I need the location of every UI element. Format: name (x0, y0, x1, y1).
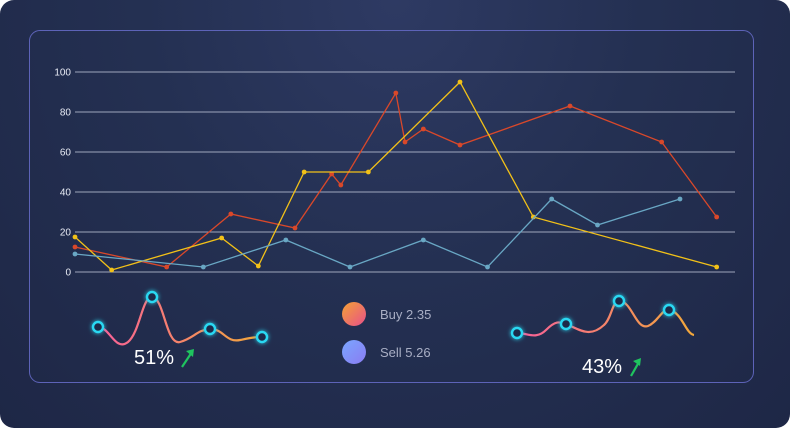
sparkline-left-curve (97, 295, 263, 346)
series-point (301, 169, 307, 175)
series-point (420, 237, 426, 243)
series-point (283, 237, 289, 243)
trend-up-arrow-icon (181, 349, 194, 368)
series-point (72, 251, 78, 257)
series-point (714, 214, 720, 220)
legend-item-sell: Sell 5.26 (342, 340, 431, 364)
series-lines (72, 79, 720, 273)
series-point (402, 139, 408, 145)
series-line (74, 198, 681, 268)
sparkline-left-marker (145, 290, 159, 304)
series-point (329, 171, 335, 177)
series-point (393, 90, 399, 96)
series-point (164, 264, 170, 270)
sparkline-right-marker (612, 294, 626, 308)
series-point (338, 182, 344, 188)
sparkline-left-marker (91, 320, 105, 334)
series-point (567, 103, 573, 109)
series-point (677, 196, 683, 202)
sparkline-left (91, 290, 269, 368)
sparkline-right-marker (559, 317, 573, 331)
series-point (420, 126, 426, 132)
y-tick-label: 0 (65, 268, 71, 279)
y-tick-label: 100 (54, 68, 71, 79)
y-tick-label: 20 (60, 228, 72, 239)
series-point (347, 264, 353, 270)
sparkline-left-marker (255, 330, 269, 344)
sparkline-right-percent: 43% (582, 356, 623, 378)
y-axis-ticks: 0 20 40 60 80 100 (54, 68, 71, 279)
series-point (485, 264, 490, 270)
series-point (228, 211, 234, 217)
chart-panel (29, 30, 754, 383)
sparkline-left-marker (203, 322, 217, 336)
legend-label-buy: Buy 2.35 (380, 306, 432, 322)
series-point (457, 142, 463, 148)
series-point (109, 267, 115, 273)
series-point (292, 225, 298, 231)
y-tick-label: 60 (60, 148, 72, 159)
series-point (255, 263, 261, 269)
series-point (530, 214, 536, 220)
sparkline-left-percent: 51% (134, 347, 175, 369)
series-point (72, 244, 78, 250)
grid-lines (75, 71, 735, 273)
buy-dot-icon (342, 302, 366, 326)
sparkline-right (510, 294, 695, 377)
y-tick-label: 80 (60, 108, 72, 119)
series-point (549, 196, 555, 202)
series-line (74, 80, 717, 271)
sparkline-right-marker (662, 303, 676, 317)
series-point (200, 264, 206, 270)
series-point (595, 222, 600, 228)
sparkline-right-marker (510, 326, 524, 340)
y-tick-label: 40 (60, 188, 72, 199)
trend-up-arrow-icon (630, 358, 641, 377)
legend-label-sell: Sell 5.26 (380, 344, 431, 360)
series-point (365, 169, 371, 175)
series-point (457, 79, 463, 85)
series-point (219, 235, 225, 241)
legend-item-buy: Buy 2.35 (342, 302, 431, 326)
series-point (659, 139, 665, 145)
series-point (72, 234, 78, 240)
sell-dot-icon (342, 340, 366, 364)
series-point (714, 264, 720, 270)
